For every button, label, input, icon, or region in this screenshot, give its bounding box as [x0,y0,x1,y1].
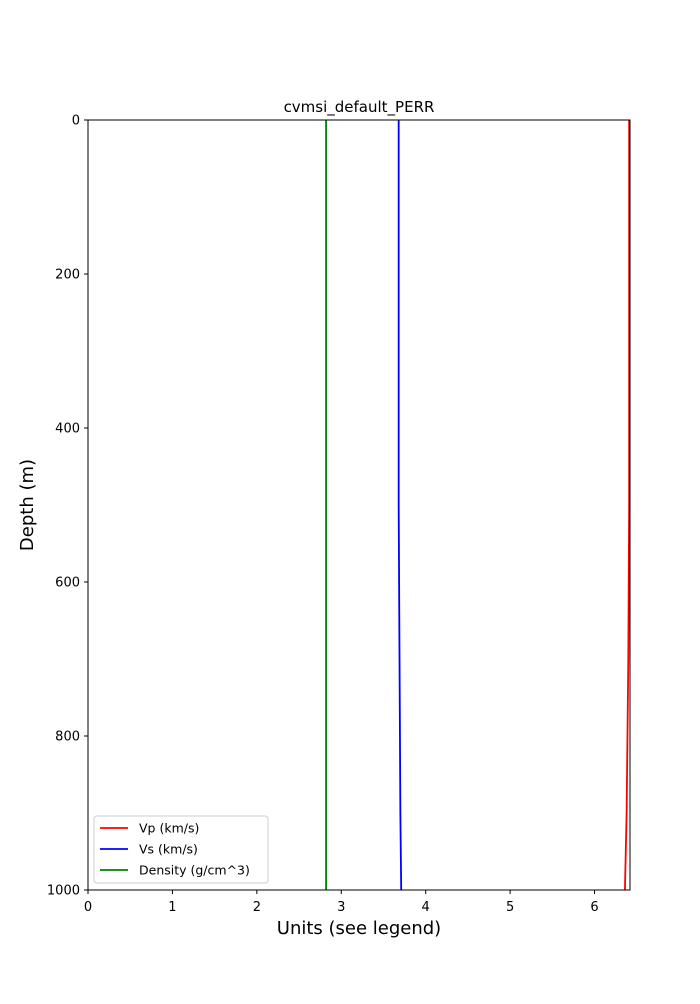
legend: Vp (km/s) Vs (km/s) Density (g/cm^3) [93,815,269,884]
y-tick-label: 800 [55,730,80,745]
legend-entry: Vp (km/s) [139,821,199,836]
y-tick-label: 600 [55,576,80,591]
x-tick-label: 2 [253,900,261,915]
x-axis-label: Units (see legend) [277,918,441,939]
x-tick-label: 0 [84,900,92,915]
x-tick-label: 6 [590,900,598,915]
y-tick-label: 200 [55,268,80,283]
y-tick-label: 1000 [47,884,80,899]
x-tick-label: 4 [422,900,430,915]
x-tick-label: 3 [337,900,345,915]
series-line-0 [624,120,631,891]
series-layer [325,120,631,891]
x-tick-label: 1 [168,900,176,915]
x-tick-label: 5 [506,900,514,915]
legend-box [93,815,269,884]
y-axis-label: Depth (m) [17,459,38,551]
plot-background [88,120,630,890]
axes-layer [87,119,631,891]
plot-area [88,120,630,890]
series-line-1 [397,120,403,891]
axes-frame [87,119,631,891]
legend-entry: Density (g/cm^3) [139,863,250,878]
y-tick-label: 0 [72,114,80,129]
ticks-layer: 0 1 2 3 4 5 6 0 200 400 600 800 1000 [47,114,599,916]
y-tick-label: 400 [55,422,80,437]
legend-entry: Vs (km/s) [139,842,198,857]
chart-title: cvmsi_default_PERR [284,98,435,117]
